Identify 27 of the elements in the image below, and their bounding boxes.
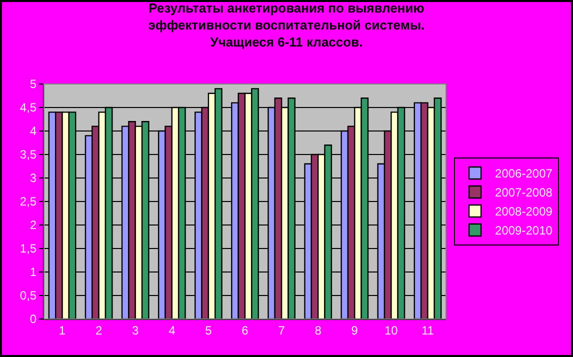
y-tick-label: 4,5 — [20, 100, 37, 115]
y-tick-label: 4 — [30, 124, 37, 138]
x-tick-label: 1 — [58, 323, 66, 338]
y-tick-label: 3,5 — [20, 148, 37, 162]
x-tick-label: 3 — [132, 323, 140, 338]
y-tick-label: 1 — [30, 265, 37, 280]
x-tick-label: 11 — [421, 323, 434, 338]
x-tick-label: 5 — [205, 323, 212, 338]
legend-label: 2008-2009 — [495, 204, 553, 219]
legend-label: 2007-2008 — [495, 186, 553, 200]
legend-label: 2006-2007 — [495, 166, 553, 181]
y-tick-label: 2,5 — [20, 194, 37, 209]
y-tick-label: 5 — [30, 77, 37, 92]
x-tick-label: 7 — [278, 323, 286, 338]
y-tick-label: 1,5 — [20, 242, 37, 256]
x-tick-label: 8 — [314, 323, 322, 338]
x-tick-label: 9 — [351, 323, 358, 338]
legend-label: 2009-2010 — [495, 224, 553, 238]
x-tick-label: 10 — [384, 323, 398, 338]
x-tick-label: 2 — [95, 323, 102, 338]
x-tick-label: 6 — [242, 323, 249, 338]
y-tick-label: 0 — [30, 312, 37, 326]
y-tick-label: 3 — [30, 171, 37, 186]
y-tick-label: 0,5 — [20, 288, 37, 303]
y-tick-label: 2 — [30, 218, 37, 232]
x-tick-label: 4 — [168, 323, 176, 338]
chart-title: Результаты анкетирования по выявлению эффективности воспитательной системы. Учащиеся 6-11 классов. — [148, 0, 425, 50]
